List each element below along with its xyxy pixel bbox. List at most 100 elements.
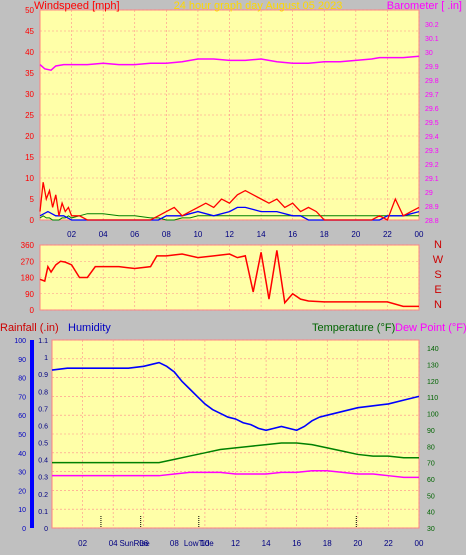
humidity-tick-label: 90	[18, 357, 26, 364]
windspeed-series	[39, 182, 420, 221]
x-tick-label: 08	[162, 230, 171, 239]
panel3-events: SunRise LowTide	[100, 516, 357, 548]
x-tick-label: 06	[130, 230, 139, 239]
x-tick-label: 18	[323, 539, 332, 548]
sunrise-label: SunRise	[119, 539, 150, 548]
rain-tick-label: 1.1	[38, 338, 48, 345]
panel3-grid	[52, 339, 420, 529]
rain-tick-label: 0.9	[38, 372, 48, 379]
panel3-yticks: 0 10 20 30 40 50 60 70 80 90 100	[14, 338, 26, 533]
y2-tick-label: 29.1	[425, 176, 439, 183]
y-tick-label: 5	[30, 195, 35, 204]
x-tick-label: 16	[292, 539, 301, 548]
y-tick-label: 0	[30, 216, 35, 225]
y2-tick-label: 29.9	[425, 64, 439, 71]
y-tick-label: 40	[25, 48, 34, 57]
windspeed-axis-title: Windspeed [mph]	[34, 0, 120, 12]
y2-tick-label: 30.2	[425, 22, 439, 29]
x-tick-label: 04	[109, 539, 118, 548]
rain-tick-label: 0	[44, 526, 48, 533]
y2-tick-label: 29.7	[425, 92, 439, 99]
panel2-grid	[40, 244, 420, 311]
rainfall-axis-bar	[30, 340, 34, 528]
panel1-y2ticks: 28.8 28.9 29 29.1 29.2 29.3 29.4 29.5 29.6 29.7 29…	[425, 22, 439, 225]
x-tick-label: 10	[200, 539, 209, 548]
humidity-tick-label: 20	[18, 488, 26, 495]
temp-tick-label: 30	[427, 526, 435, 533]
y-tick-label: 45	[25, 27, 34, 36]
humidity-tick-label: 50	[18, 432, 26, 439]
y2-tick-label: 30	[425, 50, 433, 57]
y-tick-label: 30	[25, 90, 34, 99]
y-tick-label: 0	[30, 306, 35, 315]
x-tick-label: 02	[67, 230, 76, 239]
x-tick-label: 02	[78, 539, 87, 548]
y2-tick-label: 29	[425, 190, 433, 197]
x-tick-label: 12	[225, 230, 234, 239]
y-tick-label: 180	[21, 274, 35, 283]
x-tick-label: 08	[170, 539, 179, 548]
temp-tick-label: 140	[427, 346, 439, 353]
rain-tick-label: 0.3	[38, 475, 48, 482]
humidity-tick-label: 60	[18, 413, 26, 420]
lowtide-label: LowTide	[184, 539, 214, 548]
temp-tick-label: 120	[427, 379, 439, 386]
rain-tick-label: 0.7	[38, 406, 48, 413]
y-tick-label: 90	[25, 290, 34, 299]
rain-tick-label: 0.1	[38, 509, 48, 516]
y2-tick-label: 29.3	[425, 148, 439, 155]
rain-tick-label: 0.5	[38, 441, 48, 448]
humidity-tick-label: 80	[18, 376, 26, 383]
panel1-series	[39, 55, 420, 221]
temp-tick-label: 50	[427, 493, 435, 500]
temp-tick-label: 40	[427, 510, 435, 517]
y-tick-label: 270	[21, 257, 35, 266]
rainfall-axis-title: Rainfall (.in)	[0, 322, 59, 334]
y-tick-label: 10	[25, 174, 34, 183]
barometer-axis-title: Barometer [ .in]	[387, 0, 462, 12]
temp-tick-label: 60	[427, 477, 435, 484]
x-tick-label: 14	[262, 539, 271, 548]
green-series	[39, 213, 419, 221]
dewpoint-series	[52, 470, 419, 479]
x-tick-label: 20	[351, 230, 360, 239]
panel1-xticks: 02 04 06 08 10 12 14 16 18 20 22 00	[67, 230, 424, 239]
graph-date-title: 24 hour graph day August 05 2023	[174, 0, 343, 12]
x-tick-label: 00	[415, 539, 424, 548]
humidity-tick-label: 70	[18, 394, 26, 401]
x-tick-label: 06	[139, 539, 148, 548]
direction-series	[39, 250, 419, 308]
y-tick-label: 50	[25, 6, 34, 15]
temp-tick-label: 100	[427, 412, 439, 419]
y2-tick-label: 28.8	[425, 218, 439, 225]
rain-tick-label: 1	[44, 355, 48, 362]
temp-tick-label: 70	[427, 461, 435, 468]
x-tick-label: 10	[193, 230, 202, 239]
rain-tick-label: 0.4	[38, 458, 48, 465]
temp-tick-label: 110	[427, 395, 438, 402]
x-tick-label: 20	[353, 539, 362, 548]
panel2-yticks: 0 90 180 270 360	[21, 241, 35, 315]
panel3-series	[51, 361, 420, 479]
barometer-series	[39, 55, 420, 72]
x-tick-label: 00	[415, 230, 424, 239]
humidity-series	[51, 361, 420, 432]
rain-tick-label: 0.8	[38, 389, 48, 396]
y-tick-label: 35	[25, 69, 34, 78]
humidity-tick-label: 10	[18, 507, 26, 514]
y2-tick-label: 29.8	[425, 78, 439, 85]
y-tick-label: 360	[21, 241, 35, 250]
humidity-axis-title: Humidity	[68, 322, 111, 334]
y2-tick-label: 30.1	[425, 36, 439, 43]
y2-tick-label: 28.9	[425, 204, 439, 211]
x-tick-label: 18	[320, 230, 329, 239]
rain-tick-label: 0.2	[38, 492, 48, 499]
panel3-y2ticks: 30 40 50 60 70 80 90 100 110 120 130 140	[427, 346, 439, 533]
x-tick-label: 16	[288, 230, 297, 239]
x-tick-label: 12	[231, 539, 240, 548]
panel1-yticks: 0 5 10 15 20 25 30 35 40 45 50	[25, 6, 34, 225]
x-tick-label: 22	[384, 539, 393, 548]
y2-tick-label: 29.6	[425, 106, 439, 113]
